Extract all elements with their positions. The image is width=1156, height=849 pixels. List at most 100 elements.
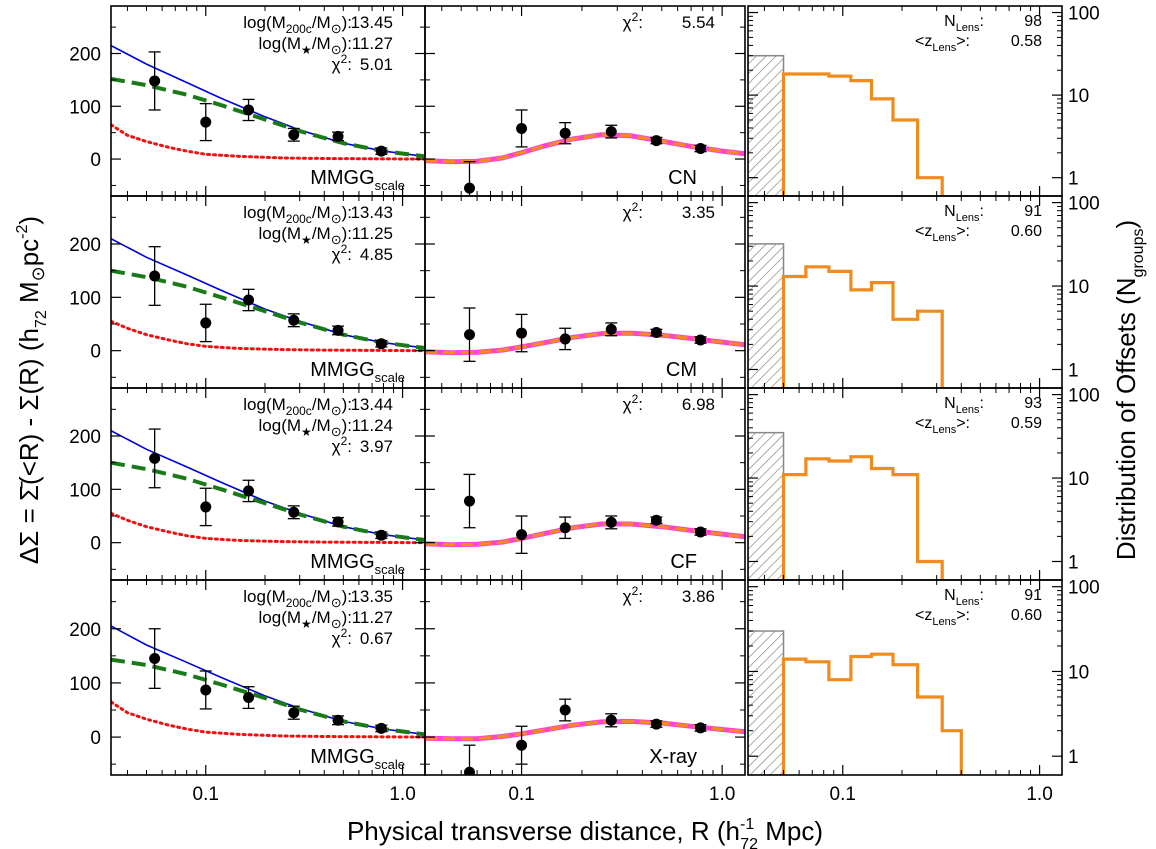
y2-tick-label: 1	[1068, 360, 1079, 381]
panel-label-main: MMGG	[310, 167, 374, 189]
n-lens-label: NLens:	[944, 13, 984, 34]
chi2-symbol: χ	[332, 629, 341, 648]
chi2-value: 4.85	[360, 245, 393, 264]
hatched-bin	[748, 54, 785, 196]
annotation-label: log(M★/M⊙):	[259, 416, 352, 439]
annotation-text: log(M	[259, 608, 302, 627]
y-axis-label-pc: pc	[14, 239, 44, 266]
annotation-text: ):	[342, 203, 352, 222]
z-lens-colon: >:	[956, 223, 970, 240]
annotation-text: /M	[312, 224, 331, 243]
y-axis-label-tail: )	[14, 216, 44, 225]
z-lens-value: 0.60	[1011, 607, 1042, 624]
annotation-value: 13.45	[350, 13, 393, 32]
offset-histogram	[781, 72, 944, 196]
z-lens-value: 0.60	[1011, 223, 1042, 240]
data-point	[463, 495, 475, 507]
data-point	[288, 506, 300, 518]
annotation-subscript: ⊙	[331, 211, 342, 226]
annotation-text: ):	[342, 416, 352, 435]
chi2-value: 3.35	[682, 203, 715, 222]
data-point	[332, 130, 344, 142]
chi2-symbol: χ	[332, 437, 341, 456]
panel-label-main: MMGG	[310, 551, 374, 573]
y-axis-label-main: ΔΣ = Σ̄(<R) - Σ(R) (h	[14, 328, 44, 564]
annotation-label: log(M200c/M⊙):	[243, 13, 352, 36]
total-model-line	[111, 44, 425, 158]
x-axis-label-sup: -1	[740, 816, 754, 833]
data-point	[200, 317, 212, 329]
y-tick-label: 200	[69, 427, 101, 448]
annotation-subscript: 200c	[286, 404, 312, 418]
y2-tick-label: 100	[1068, 194, 1100, 215]
annotation-value: 13.43	[350, 203, 393, 222]
n-lens-text: N	[944, 203, 956, 220]
chi2-label: χ2:	[332, 242, 352, 264]
data-point	[332, 516, 344, 528]
chi2-value: 5.54	[682, 13, 715, 32]
plot-area	[748, 54, 944, 196]
offset-histogram	[781, 265, 944, 388]
data-point	[605, 126, 617, 138]
annotation-subscript: ★	[301, 425, 312, 439]
annotation-text: /M	[312, 608, 331, 627]
y-tick-label: 0	[90, 342, 101, 363]
chi2-superscript: 2	[341, 626, 348, 640]
z-lens-subscript: Lens	[932, 232, 956, 244]
y-tick-label: 100	[69, 480, 101, 501]
data-point	[695, 334, 707, 346]
annotation-value: 13.35	[350, 587, 393, 606]
data-point	[516, 739, 528, 751]
data-point	[559, 522, 571, 534]
chi2-value: 6.98	[682, 395, 715, 414]
y-axis-label-mid: M	[14, 281, 44, 310]
z-lens-label: <zLens>:	[915, 415, 970, 436]
panel-label: MMGGscale	[310, 551, 405, 577]
annotation-subscript: ⊙	[331, 232, 342, 247]
plot-area	[425, 307, 745, 362]
plot-area	[748, 431, 944, 580]
chi2-label: χ2:	[332, 52, 352, 74]
data-point	[650, 135, 662, 147]
data-point	[375, 529, 387, 541]
n-lens-text: N	[944, 13, 956, 30]
annotation-text: /M	[312, 34, 331, 53]
data-point	[695, 722, 707, 734]
z-lens-subscript: Lens	[932, 424, 956, 436]
annotation-text: /M	[312, 203, 331, 222]
y2-tick-label: 10	[1068, 469, 1089, 490]
y-tick-label: 100	[69, 674, 101, 695]
x-axis-label-sub: 72	[740, 836, 758, 849]
annotation-subscript: ★	[301, 617, 312, 631]
panel-label-sub: scale	[375, 178, 405, 193]
chi2-colon: :	[347, 245, 352, 264]
annotation-text: ):	[342, 395, 352, 414]
chi2-colon: :	[638, 395, 643, 414]
y-axis-label: ΔΣ = Σ̄(<R) - Σ(R) (h72 M⊙pc-2)	[14, 216, 50, 564]
y2-tick-label: 100	[1068, 4, 1100, 25]
data-point	[516, 327, 528, 339]
chi2-label: χ2:	[623, 10, 643, 32]
halo-model-line	[111, 76, 425, 159]
x-tick-label: 0.1	[830, 784, 856, 805]
panel-label-sub: scale	[375, 757, 405, 772]
annotation-subscript: ⊙	[331, 595, 342, 610]
annotation-text: log(M	[259, 34, 302, 53]
annotation-text: log(M	[243, 587, 286, 606]
offset-histogram	[781, 455, 944, 580]
annotation-text: /M	[312, 587, 331, 606]
data-point	[375, 338, 387, 350]
annotation-value: 13.44	[350, 395, 393, 414]
annotation-value: 11.24	[352, 416, 393, 435]
annotation-text: log(M	[259, 224, 302, 243]
annotation-subscript: ⊙	[331, 616, 342, 631]
axis-labels: Physical transverse distance, R (h-1 72 M…	[14, 216, 1147, 849]
panel-3-2: χ2: 6.98 CF	[424, 387, 746, 581]
data-point	[695, 526, 707, 538]
chi2-value: 3.86	[682, 587, 715, 606]
